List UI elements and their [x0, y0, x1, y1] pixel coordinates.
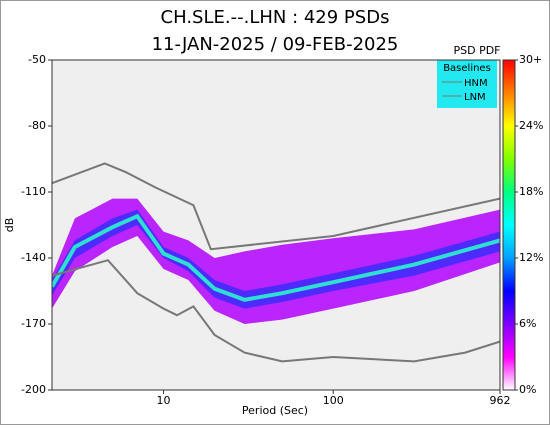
colorbar	[502, 59, 516, 391]
density-mode	[52, 213, 500, 302]
baseline-line	[52, 259, 500, 363]
y-tick-label: -200	[21, 383, 46, 396]
legend-title: Baselines	[443, 63, 491, 74]
x-axis-label: Period (Sec)	[242, 404, 308, 417]
colorbar-title: PSD PDF	[453, 44, 500, 57]
y-axis-label: dB	[3, 218, 16, 233]
y-tick-label: -170	[21, 317, 46, 330]
legend-box	[437, 60, 497, 108]
legend-label: HNM	[464, 78, 488, 89]
colorbar-tick-label: 12%	[519, 251, 543, 264]
baseline-line	[52, 162, 500, 251]
colorbar-tick-label: 6%	[519, 317, 536, 330]
legend-label: LNM	[464, 92, 486, 103]
density-band	[52, 209, 500, 309]
colorbar-tick-label: 18%	[519, 185, 543, 198]
y-tick-label: -110	[21, 185, 46, 198]
y-tick-label: -140	[21, 251, 46, 264]
chart-title: CH.SLE.--.LHN : 429 PSDs	[161, 7, 390, 28]
x-tick-label: 962	[490, 394, 511, 407]
y-tick-label: -50	[28, 53, 46, 66]
y-tick-label: -80	[28, 119, 46, 132]
colorbar-tick-label: 0%	[519, 383, 536, 396]
x-tick-label: 100	[323, 394, 344, 407]
plot-layer	[52, 162, 500, 363]
chart-subtitle: 11-JAN-2025 / 09-FEB-2025	[152, 34, 399, 55]
x-tick-label: 10	[157, 394, 171, 407]
density-band	[52, 198, 500, 324]
colorbar-tick-label: 24%	[519, 119, 543, 132]
colorbar-tick-label: 30+	[519, 53, 542, 66]
plot-border	[51, 59, 501, 391]
